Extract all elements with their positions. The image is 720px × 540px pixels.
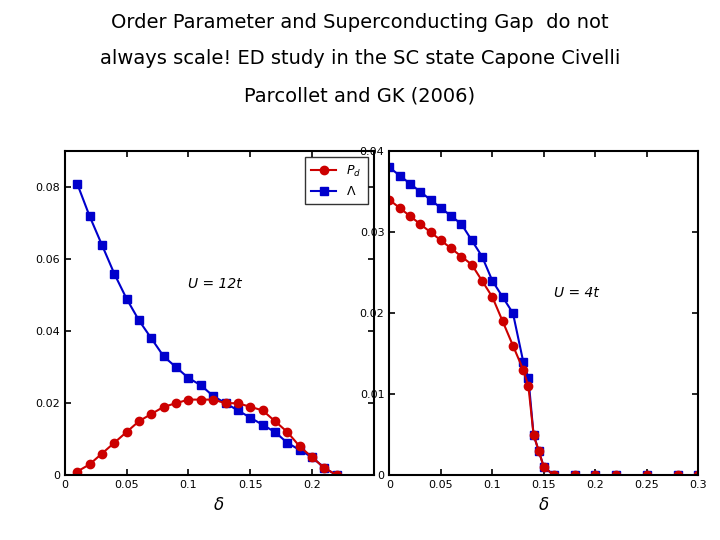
Text: Parcollet and GK (2006): Parcollet and GK (2006)	[244, 86, 476, 105]
$\Lambda$	[320, 465, 329, 471]
$P_d$	[271, 418, 279, 424]
Line: $\Lambda$: $\Lambda$	[73, 179, 341, 480]
X-axis label: δ: δ	[215, 496, 225, 514]
$P_d$	[307, 454, 316, 461]
$P_d$	[233, 400, 242, 407]
$\Lambda$	[110, 271, 119, 277]
$P_d$	[98, 450, 107, 457]
$\Lambda$	[246, 414, 255, 421]
$P_d$	[184, 396, 193, 403]
$\Lambda$	[147, 335, 156, 342]
$P_d$	[320, 465, 329, 471]
$\Lambda$	[122, 295, 131, 302]
$P_d$	[159, 403, 168, 410]
Text: always scale! ED study in the SC state Capone Civelli: always scale! ED study in the SC state C…	[100, 49, 620, 68]
$\Lambda$	[172, 364, 181, 370]
$\Lambda$	[271, 429, 279, 435]
$P_d$	[110, 440, 119, 446]
$P_d$	[147, 411, 156, 417]
$P_d$	[209, 396, 217, 403]
Text: U = 12t: U = 12t	[189, 277, 242, 291]
$\Lambda$	[209, 393, 217, 399]
$\Lambda$	[307, 454, 316, 461]
$P_d$	[85, 461, 94, 468]
$P_d$	[197, 396, 205, 403]
$\Lambda$	[98, 241, 107, 248]
$P_d$	[135, 418, 143, 424]
$P_d$	[333, 472, 341, 478]
$P_d$	[283, 429, 292, 435]
$\Lambda$	[233, 407, 242, 414]
$\Lambda$	[283, 440, 292, 446]
$P_d$	[73, 468, 81, 475]
$\Lambda$	[221, 400, 230, 407]
Text: Order Parameter and Superconducting Gap  do not: Order Parameter and Superconducting Gap …	[111, 14, 609, 32]
$P_d$	[246, 403, 255, 410]
$\Lambda$	[159, 353, 168, 360]
$P_d$	[258, 407, 267, 414]
$\Lambda$	[85, 213, 94, 219]
$\Lambda$	[197, 382, 205, 388]
$P_d$	[295, 443, 304, 450]
Text: U = 4t: U = 4t	[554, 286, 599, 300]
$\Lambda$	[184, 375, 193, 381]
$\Lambda$	[73, 180, 81, 187]
$P_d$	[172, 400, 181, 407]
$\Lambda$	[295, 447, 304, 453]
Line: $P_d$: $P_d$	[73, 395, 341, 480]
$\Lambda$	[333, 472, 341, 478]
X-axis label: δ: δ	[539, 496, 549, 514]
$P_d$	[221, 400, 230, 407]
$\Lambda$	[258, 422, 267, 428]
$\Lambda$	[135, 317, 143, 323]
$P_d$	[122, 429, 131, 435]
Legend: $P_d$, $\Lambda$: $P_d$, $\Lambda$	[305, 158, 368, 204]
